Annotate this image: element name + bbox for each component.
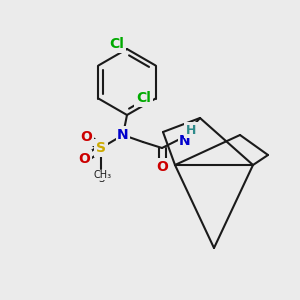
Text: Cl: Cl bbox=[110, 37, 124, 51]
Text: O: O bbox=[80, 130, 92, 144]
Text: S: S bbox=[98, 174, 104, 184]
Text: N: N bbox=[179, 134, 191, 148]
Text: N: N bbox=[117, 128, 129, 142]
Text: H: H bbox=[186, 124, 196, 136]
Text: S: S bbox=[96, 141, 106, 155]
Text: Cl: Cl bbox=[136, 92, 151, 106]
Text: O: O bbox=[78, 152, 90, 166]
Text: O: O bbox=[156, 160, 168, 174]
Text: CH₃: CH₃ bbox=[94, 170, 112, 180]
